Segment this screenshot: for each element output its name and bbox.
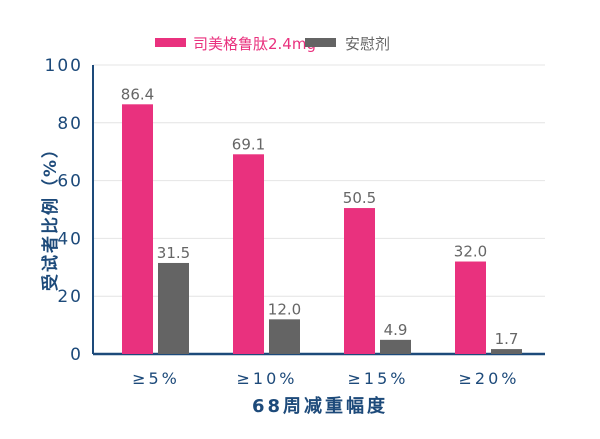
y-tick-label: 0	[70, 345, 83, 365]
data-label: 4.9	[384, 321, 408, 339]
y-tick-label: 100	[45, 56, 83, 76]
bar	[269, 319, 300, 354]
bar	[455, 261, 486, 354]
legend-swatch	[155, 38, 186, 47]
bar	[122, 104, 153, 354]
data-label: 32.0	[454, 243, 487, 261]
legend-label: 司美格鲁肽2.4mg	[193, 35, 316, 53]
y-tick-label: 60	[57, 172, 83, 192]
data-label: 86.4	[121, 85, 154, 103]
bar	[380, 339, 411, 354]
x-tick-label: ≥15%	[348, 369, 409, 388]
data-label: 31.5	[157, 244, 190, 262]
y-axis-title: 受试者比例（%）	[40, 139, 61, 291]
y-tick-label: 80	[57, 114, 83, 134]
bar	[233, 154, 264, 354]
bar	[158, 262, 189, 354]
x-tick-label: ≥20%	[459, 369, 520, 388]
data-label: 12.0	[268, 300, 301, 318]
data-label: 69.1	[232, 135, 265, 153]
bar	[491, 349, 522, 354]
data-label: 1.7	[495, 330, 519, 348]
y-tick-label: 20	[57, 287, 83, 307]
bar	[344, 208, 375, 354]
x-tick-label: ≥10%	[237, 369, 298, 388]
legend-swatch	[305, 38, 336, 47]
x-tick-label: ≥5%	[132, 369, 180, 388]
x-axis-title: 68周减重幅度	[252, 395, 388, 417]
legend-label: 安慰剂	[345, 35, 390, 53]
y-tick-label: 40	[57, 229, 83, 249]
data-label: 50.5	[343, 189, 376, 207]
